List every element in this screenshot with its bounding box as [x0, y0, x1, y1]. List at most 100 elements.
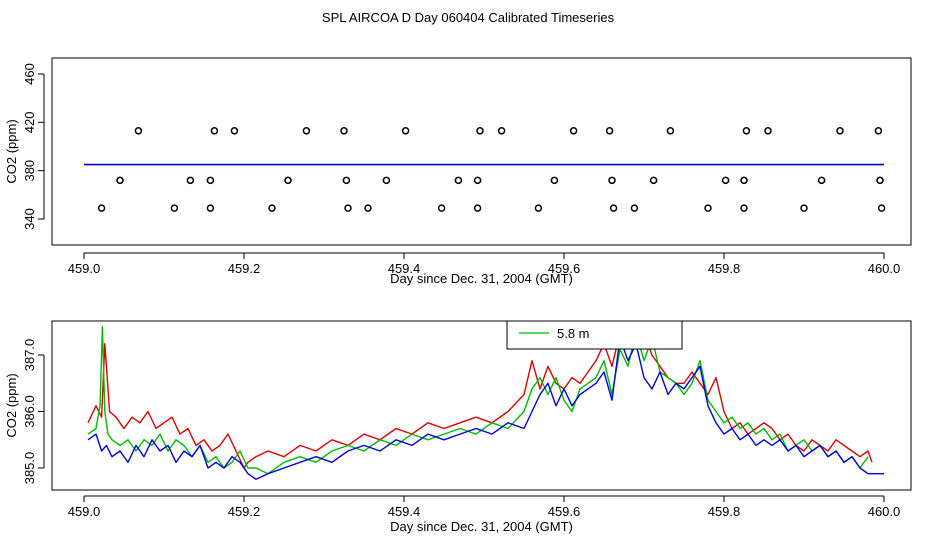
series-line-5.8-m — [87, 326, 869, 475]
plot-frame — [51, 320, 912, 491]
x-tick-label: 459.8 — [708, 261, 741, 276]
data-point — [877, 204, 886, 212]
data-point — [666, 127, 675, 135]
x-tick-label: 459.4 — [388, 261, 421, 276]
data-point — [421, 47, 427, 53]
x-tick-label: 459.6 — [548, 504, 581, 519]
data-point — [497, 127, 506, 135]
x-axis: 459.0 459.2 459.4 459.6 459.8 460.0 — [68, 252, 901, 276]
data-point — [800, 204, 808, 212]
data-point — [783, 47, 789, 53]
y-tick-label: 340 — [22, 208, 37, 230]
series-line-red — [87, 331, 873, 469]
data-point — [517, 47, 523, 53]
y-tick-label: 385.0 — [22, 452, 37, 485]
data-point — [605, 127, 614, 135]
data-point — [876, 176, 884, 185]
data-point — [344, 204, 352, 212]
x-tick-label: 459.2 — [228, 261, 261, 276]
data-point — [704, 204, 712, 212]
plot-area — [87, 326, 884, 480]
data-point — [340, 127, 348, 135]
data-point — [251, 47, 257, 53]
data-point — [874, 127, 883, 135]
chart-title: SPL AIRCOA D Day 060404 Calibrated Times… — [321, 10, 615, 25]
data-point — [740, 176, 748, 185]
data-point — [476, 127, 484, 135]
data-point — [764, 127, 772, 135]
y-axis-label: CO2 (ppm) — [4, 373, 19, 437]
x-tick-label: 459.4 — [388, 504, 421, 519]
y-axis: 340 380 420 460 — [22, 63, 45, 230]
data-point — [153, 47, 159, 53]
data-point — [268, 204, 276, 212]
x-tick-label: 459.6 — [548, 261, 581, 276]
data-point — [836, 127, 844, 135]
data-point — [742, 127, 751, 135]
x-tick-label: 460.0 — [868, 504, 901, 519]
y-tick-label: 380 — [22, 160, 37, 182]
data-point — [589, 47, 595, 53]
data-point — [607, 47, 613, 53]
y-tick-label: 460 — [22, 63, 37, 85]
data-point — [534, 204, 543, 212]
data-point — [630, 204, 639, 212]
data-point — [382, 176, 391, 185]
legend-box — [506, 320, 683, 350]
x-tick-label: 459.8 — [708, 504, 741, 519]
y-tick-label: 420 — [22, 111, 37, 133]
top-panel: 459.0 459.2 459.4 459.6 459.8 460.0 Day since … — [4, 47, 912, 286]
data-point — [817, 176, 826, 185]
data-point — [170, 204, 179, 212]
data-point — [323, 47, 329, 53]
data-point — [134, 127, 143, 135]
data-point — [284, 176, 292, 185]
data-point — [473, 176, 482, 185]
x-tick-label: 460.0 — [868, 261, 901, 276]
data-point — [721, 176, 730, 185]
data-point — [873, 47, 879, 53]
data-point — [550, 176, 559, 185]
y-axis-label: CO2 (ppm) — [4, 119, 19, 183]
plot-frame — [51, 57, 912, 246]
data-point — [206, 204, 215, 212]
data-point — [342, 176, 351, 185]
bottom-panel: 459.0 459.2 459.4 459.6 459.8 460.0 Day since … — [4, 320, 912, 534]
x-tick-label: 459.0 — [68, 504, 101, 519]
data-point — [230, 127, 239, 135]
data-point — [479, 47, 485, 53]
plot-area — [84, 47, 886, 212]
data-point — [437, 204, 446, 212]
y-axis: 385.0 386.0 387.0 — [22, 339, 45, 485]
data-point — [609, 204, 618, 212]
data-point — [649, 176, 658, 185]
data-point — [206, 176, 215, 185]
series-line-blue — [87, 337, 884, 480]
data-point — [608, 176, 616, 185]
data-point — [341, 47, 347, 53]
data-point — [116, 176, 124, 185]
data-point — [210, 127, 219, 135]
data-point — [745, 47, 751, 53]
x-axis-label: Day since Dec. 31, 2004 (GMT) — [390, 271, 573, 286]
x-tick-label: 459.0 — [68, 261, 101, 276]
data-point — [364, 204, 372, 212]
legend: 5.8 m — [506, 320, 683, 350]
y-tick-label: 386.0 — [22, 395, 37, 428]
data-point — [454, 176, 463, 185]
data-point — [569, 127, 578, 135]
data-point — [401, 127, 410, 135]
data-point — [186, 176, 195, 185]
y-tick-label: 387.0 — [22, 339, 37, 372]
x-axis: 459.0 459.2 459.4 459.6 459.8 460.0 — [68, 495, 901, 519]
data-point — [211, 47, 217, 53]
x-tick-label: 459.2 — [228, 504, 261, 519]
data-point — [302, 127, 311, 135]
data-point — [687, 47, 693, 53]
data-point — [855, 47, 861, 53]
data-point — [97, 204, 106, 212]
legend-label: 5.8 m — [557, 326, 590, 341]
data-point — [740, 204, 748, 212]
data-point — [473, 204, 482, 212]
